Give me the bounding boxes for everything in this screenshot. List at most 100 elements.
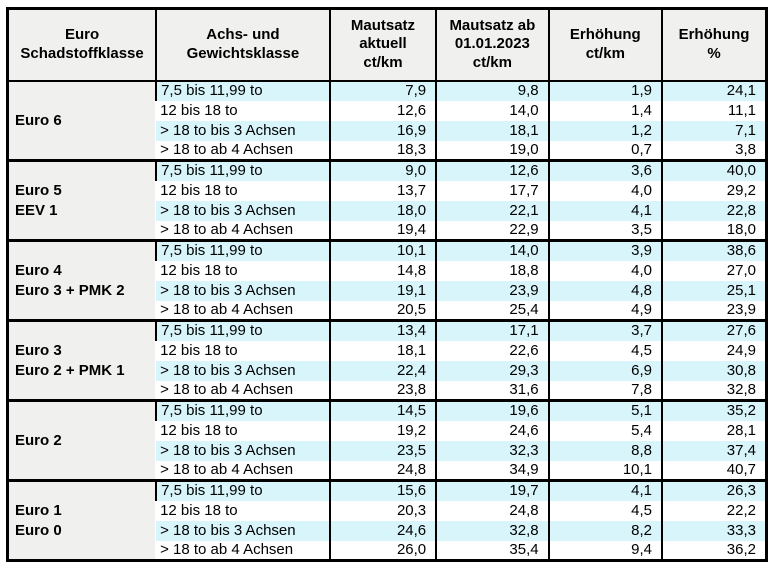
table-row: > 18 to ab 4 Achsen 19,4 22,9 3,5 18,0	[8, 220, 767, 241]
value-cell: 22,4	[328, 360, 437, 381]
value-cell: 33,3	[661, 520, 767, 541]
table-row: Euro 4 Euro 3 + PMK 2 7,5 bis 11,99 to 10,…	[7, 239, 767, 321]
value-cell: 18,0	[661, 220, 767, 241]
value-cell: 19,1	[328, 280, 437, 301]
group-label: Euro 3 Euro 2 + PMK 1	[7, 319, 157, 401]
value-cell: 30,8	[661, 360, 767, 381]
value-cell: 6,9	[547, 360, 663, 381]
weight-class-cell: 7,5 bis 11,99 to	[155, 399, 330, 421]
value-cell: 18,1	[435, 120, 549, 141]
value-cell: 25,1	[661, 280, 767, 301]
value-cell: 24,6	[435, 420, 549, 441]
value-cell: 4,5	[547, 340, 663, 361]
table-row: > 18 to bis 3 Achsen 18,0 22,1 4,1 22,8	[8, 200, 767, 221]
header-mautsatz-ab-2023: Mautsatz ab 01.01.2023 ct/km	[435, 8, 549, 82]
value-cell: 31,6	[435, 380, 549, 401]
value-cell: 11,1	[661, 100, 767, 121]
weight-class-cell: 7,5 bis 11,99 to	[155, 239, 330, 261]
weight-class-cell: > 18 to ab 4 Achsen	[156, 380, 330, 401]
group-label: Euro 5 EEV 1	[7, 159, 157, 241]
value-cell: 8,8	[547, 440, 663, 461]
weight-class-cell: 12 bis 18 to	[156, 340, 330, 361]
value-cell: 26,3	[661, 479, 767, 501]
value-cell: 14,8	[328, 260, 437, 281]
value-cell: 7,1	[661, 120, 767, 141]
value-cell: 3,8	[661, 140, 767, 161]
value-cell: 23,8	[328, 380, 437, 401]
value-cell: 0,7	[547, 140, 663, 161]
group-label: Euro 2	[7, 399, 157, 481]
weight-class-cell: > 18 to ab 4 Achsen	[156, 540, 330, 561]
value-cell: 19,7	[435, 479, 549, 501]
weight-class-cell: > 18 to bis 3 Achsen	[156, 520, 330, 541]
weight-class-cell: > 18 to bis 3 Achsen	[156, 280, 330, 301]
weight-class-cell: > 18 to ab 4 Achsen	[156, 220, 330, 241]
weight-class-cell: > 18 to ab 4 Achsen	[156, 460, 330, 481]
weight-class-cell: 7,5 bis 11,99 to	[155, 159, 330, 181]
table-row: > 18 to bis 3 Achsen 16,9 18,1 1,2 7,1	[8, 120, 767, 141]
value-cell: 5,4	[547, 420, 663, 441]
value-cell: 14,0	[435, 239, 549, 261]
table-row: > 18 to bis 3 Achsen 23,5 32,3 8,8 37,4	[8, 440, 767, 461]
value-cell: 18,8	[435, 260, 549, 281]
value-cell: 20,3	[328, 500, 437, 521]
value-cell: 18,0	[328, 200, 437, 221]
table-row: > 18 to ab 4 Achsen 18,3 19,0 0,7 3,8	[8, 140, 767, 161]
header-erhoehung-ct: Erhöhung ct/km	[547, 8, 663, 82]
value-cell: 1,4	[547, 100, 663, 121]
value-cell: 23,9	[661, 300, 767, 321]
value-cell: 40,7	[661, 460, 767, 481]
weight-class-cell: 12 bis 18 to	[156, 180, 330, 201]
value-cell: 4,1	[547, 200, 663, 221]
value-cell: 23,9	[435, 280, 549, 301]
header-erhoehung-pct: Erhöhung %	[661, 8, 767, 82]
value-cell: 35,4	[435, 540, 549, 561]
value-cell: 4,8	[547, 280, 663, 301]
value-cell: 32,8	[661, 380, 767, 401]
value-cell: 32,8	[435, 520, 549, 541]
value-cell: 14,5	[328, 399, 437, 421]
table-row: Euro 3 Euro 2 + PMK 1 7,5 bis 11,99 to 13,…	[7, 319, 767, 401]
weight-class-cell: > 18 to ab 4 Achsen	[156, 140, 330, 161]
weight-class-cell: 12 bis 18 to	[156, 100, 330, 121]
weight-class-cell: > 18 to ab 4 Achsen	[156, 300, 330, 321]
header-achs-gewichtsklasse: Achs- und Gewichtsklasse	[155, 8, 330, 82]
value-cell: 4,0	[547, 260, 663, 281]
weight-class-cell: > 18 to bis 3 Achsen	[156, 200, 330, 221]
value-cell: 12,6	[435, 159, 549, 181]
table-row: > 18 to bis 3 Achsen 22,4 29,3 6,9 30,8	[8, 360, 767, 381]
value-cell: 22,6	[435, 340, 549, 361]
value-cell: 18,1	[328, 340, 437, 361]
value-cell: 29,2	[661, 180, 767, 201]
value-cell: 27,0	[661, 260, 767, 281]
value-cell: 19,4	[328, 220, 437, 241]
value-cell: 22,8	[661, 200, 767, 221]
value-cell: 8,2	[547, 520, 663, 541]
value-cell: 32,3	[435, 440, 549, 461]
weight-class-cell: 7,5 bis 11,99 to	[155, 479, 330, 501]
value-cell: 9,0	[328, 159, 437, 181]
value-cell: 24,1	[661, 80, 767, 101]
value-cell: 4,1	[547, 479, 663, 501]
value-cell: 24,8	[328, 460, 437, 481]
value-cell: 9,8	[435, 80, 549, 101]
value-cell: 14,0	[435, 100, 549, 121]
weight-class-cell: 7,5 bis 11,99 to	[155, 319, 330, 341]
header-euro-schadstoffklasse: Euro Schadstoffklasse	[7, 8, 157, 82]
value-cell: 10,1	[547, 460, 663, 481]
group-label: Euro 4 Euro 3 + PMK 2	[7, 239, 157, 321]
value-cell: 1,2	[547, 120, 663, 141]
table-body: Euro 6 7,5 bis 11,99 to 7,9 9,8 1,9 24,1 12 bi…	[7, 80, 767, 561]
table-row: 12 bis 18 to 19,2 24,6 5,4 28,1	[8, 420, 767, 441]
value-cell: 7,8	[547, 380, 663, 401]
value-cell: 5,1	[547, 399, 663, 421]
table-row: 12 bis 18 to 12,6 14,0 1,4 11,1	[8, 100, 767, 121]
value-cell: 15,6	[328, 479, 437, 501]
value-cell: 24,6	[328, 520, 437, 541]
value-cell: 3,5	[547, 220, 663, 241]
value-cell: 17,1	[435, 319, 549, 341]
value-cell: 40,0	[661, 159, 767, 181]
table-row: > 18 to bis 3 Achsen 19,1 23,9 4,8 25,1	[8, 280, 767, 301]
value-cell: 13,4	[328, 319, 437, 341]
value-cell: 19,0	[435, 140, 549, 161]
